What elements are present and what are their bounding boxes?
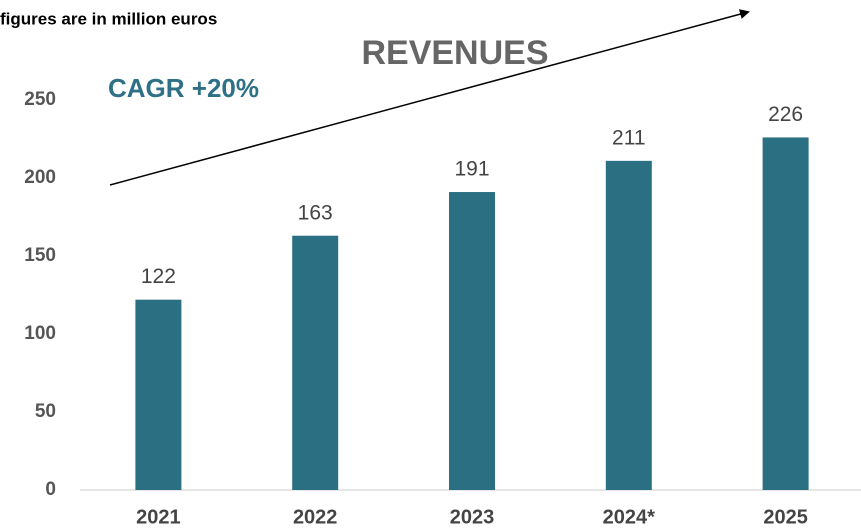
value-label: 122: [141, 265, 176, 288]
bar: [762, 137, 809, 490]
annotation: CAGR +20%: [108, 73, 259, 103]
value-label: 211: [612, 126, 645, 149]
y-tick-label: 0: [45, 479, 56, 500]
bar: [605, 160, 652, 490]
value-label: 226: [768, 103, 803, 126]
x-tick-label: 2025: [763, 506, 808, 528]
x-tick-label: 2022: [293, 506, 338, 528]
value-label: 191: [454, 158, 489, 181]
subtitle: figures are in million euros: [0, 9, 217, 28]
value-label: 163: [298, 201, 333, 224]
y-tick-label: 100: [24, 323, 56, 344]
x-tick-label: 2021: [136, 506, 181, 528]
bar: [135, 299, 182, 490]
bar: [292, 235, 339, 490]
y-tick-label: 50: [35, 401, 56, 422]
bar: [449, 192, 495, 491]
x-tick-label: 2023: [450, 506, 495, 528]
chart-title: REVENUES: [361, 34, 548, 72]
x-tick-label: 2024*: [603, 506, 655, 528]
y-tick-label: 150: [24, 245, 56, 266]
y-tick-label: 200: [24, 167, 56, 188]
trend-arrow: [109, 9, 750, 186]
y-tick-label: 250: [24, 89, 56, 110]
